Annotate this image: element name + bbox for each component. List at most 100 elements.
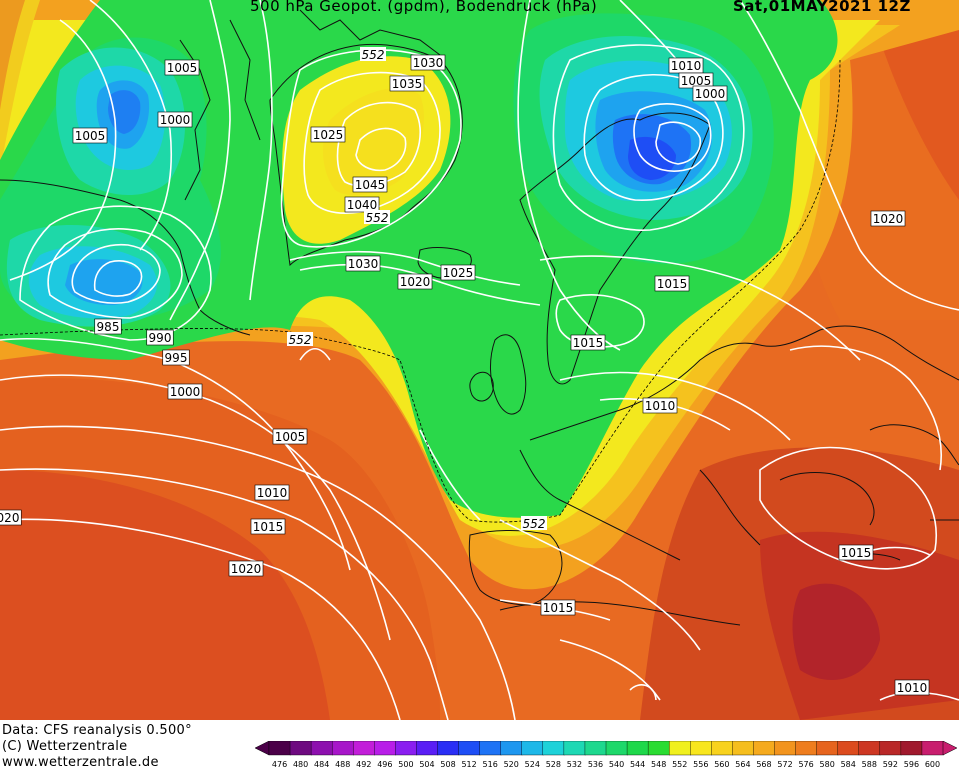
colorbar-swatch — [626, 741, 649, 756]
colorbar-tick-label: 496 — [377, 760, 392, 769]
svg-text:1000: 1000 — [160, 113, 191, 127]
isobar-label: 1000 — [157, 111, 193, 128]
colorbar-tick-label: 552 — [672, 760, 687, 769]
colorbar-swatch — [310, 741, 333, 756]
isobar-label: 1045 — [352, 176, 388, 193]
colorbar-tick-label: 512 — [461, 760, 476, 769]
geopotential-label: 552 — [287, 332, 313, 347]
colorbar-tick-label: 580 — [820, 760, 835, 769]
colorbar-tick-label: 516 — [483, 760, 498, 769]
colorbar-tick-label: 584 — [841, 760, 856, 769]
colorbar-tick-label: 536 — [588, 760, 603, 769]
colorbar-swatch — [584, 741, 607, 756]
colorbar-tick-label: 568 — [756, 760, 771, 769]
colorbar-swatch — [500, 741, 523, 756]
colorbar-tick-label: 492 — [356, 760, 371, 769]
colorbar-tick-label: 476 — [272, 760, 287, 769]
svg-text:1010: 1010 — [897, 681, 928, 695]
isobar-label: 1020 — [397, 273, 433, 290]
svg-text:1030: 1030 — [413, 56, 444, 70]
colorbar-swatch — [395, 741, 418, 756]
colorbar-tick-label: 556 — [693, 760, 708, 769]
isobar-label: 1005 — [72, 127, 108, 144]
svg-text:1025: 1025 — [443, 266, 474, 280]
svg-text:1005: 1005 — [75, 129, 106, 143]
isobar-label: 985 — [94, 318, 122, 335]
colorbar-tick-label: 520 — [504, 760, 519, 769]
isobar-label: 990 — [146, 329, 174, 346]
colorbar-tick-label: 528 — [546, 760, 561, 769]
svg-text:1000: 1000 — [695, 87, 726, 101]
geopotential-552-contour — [0, 59, 841, 523]
colorbar-tick-label: 504 — [419, 760, 434, 769]
colorbar-swatch — [605, 741, 628, 756]
colorbar-tick-label: 564 — [735, 760, 750, 769]
svg-text:1000: 1000 — [170, 385, 201, 399]
isobar-label: 1030 — [345, 255, 381, 272]
colorbar-tick-label: 484 — [314, 760, 329, 769]
isobar-label: 1040 — [344, 196, 380, 213]
isobar-labels: 1005 1000 1005 985 990 995 1000 1005 1010 1015 102… — [0, 54, 930, 696]
svg-text:1040: 1040 — [347, 198, 378, 212]
geopotential-label: 552 — [364, 210, 390, 225]
svg-text:995: 995 — [165, 351, 188, 365]
svg-text:552: 552 — [523, 517, 546, 531]
svg-text:1020: 1020 — [873, 212, 904, 226]
website: www.wetterzentrale.de — [2, 755, 159, 770]
colorbar-swatch — [900, 741, 923, 756]
svg-text:1015: 1015 — [657, 277, 688, 291]
colorbar-swatch — [879, 741, 902, 756]
svg-text:1030: 1030 — [348, 257, 379, 271]
colorbar-swatch — [268, 741, 291, 756]
colorbar-tick-label: 592 — [883, 760, 898, 769]
colorbar-tick-label: 524 — [525, 760, 540, 769]
svg-text:1005: 1005 — [167, 61, 198, 75]
geopotential-labels: 552 552 552 552 — [287, 47, 547, 531]
svg-text:1020: 1020 — [231, 562, 262, 576]
colorbar-swatch — [458, 741, 481, 756]
colorbar-swatch — [353, 741, 376, 756]
colorbar-swatch — [921, 741, 944, 756]
colorbar-swatch — [753, 741, 776, 756]
svg-text:1015: 1015 — [573, 336, 604, 350]
svg-text:1005: 1005 — [275, 430, 306, 444]
isobar-label: 1035 — [389, 75, 425, 92]
colorbar-arrow-right — [942, 741, 958, 756]
colorbar-arrow-left — [255, 741, 270, 756]
colorbar-swatch — [647, 741, 670, 756]
isobar-label: 1010 — [894, 679, 930, 696]
colorbar-tick-label: 544 — [630, 760, 645, 769]
isobar-label: 1020 — [870, 210, 906, 227]
colorbar-tick-label: 600 — [925, 760, 940, 769]
colorbar-tick-label: 576 — [798, 760, 813, 769]
svg-text:1035: 1035 — [392, 77, 423, 91]
map-date: Sat,01MAY2021 12Z — [733, 0, 911, 15]
svg-text:552: 552 — [362, 48, 385, 62]
svg-text:1045: 1045 — [355, 178, 386, 192]
isobar-label: 1010 — [668, 57, 704, 74]
colorbar-swatch — [437, 741, 460, 756]
svg-text:990: 990 — [149, 331, 172, 345]
isobar-label: 995 — [162, 349, 190, 366]
isobar-label: 1025 — [440, 264, 476, 281]
colorbar-swatch — [542, 741, 565, 756]
isobar-label: 1010 — [642, 397, 678, 414]
colorbar-swatch — [837, 741, 860, 756]
isobar-label: 1015 — [838, 544, 874, 561]
svg-text:1020: 1020 — [400, 275, 431, 289]
colorbar-swatch — [563, 741, 586, 756]
svg-text:020: 020 — [0, 511, 19, 525]
isobar-label: 020 — [0, 509, 22, 526]
colorbar-tick-label: 480 — [293, 760, 308, 769]
isobars — [0, 0, 959, 720]
colorbar-swatch — [795, 741, 818, 756]
geopotential-label: 552 — [360, 47, 386, 62]
isobar-label: 1010 — [254, 484, 290, 501]
svg-text:1010: 1010 — [645, 399, 676, 413]
isobar-label: 1005 — [272, 428, 308, 445]
colorbar-swatch — [711, 741, 734, 756]
colorbar-swatch — [416, 741, 439, 756]
colorbar-tick-label: 540 — [609, 760, 624, 769]
colorbar-tick-label: 596 — [904, 760, 919, 769]
colorbar-tick-label: 572 — [777, 760, 792, 769]
